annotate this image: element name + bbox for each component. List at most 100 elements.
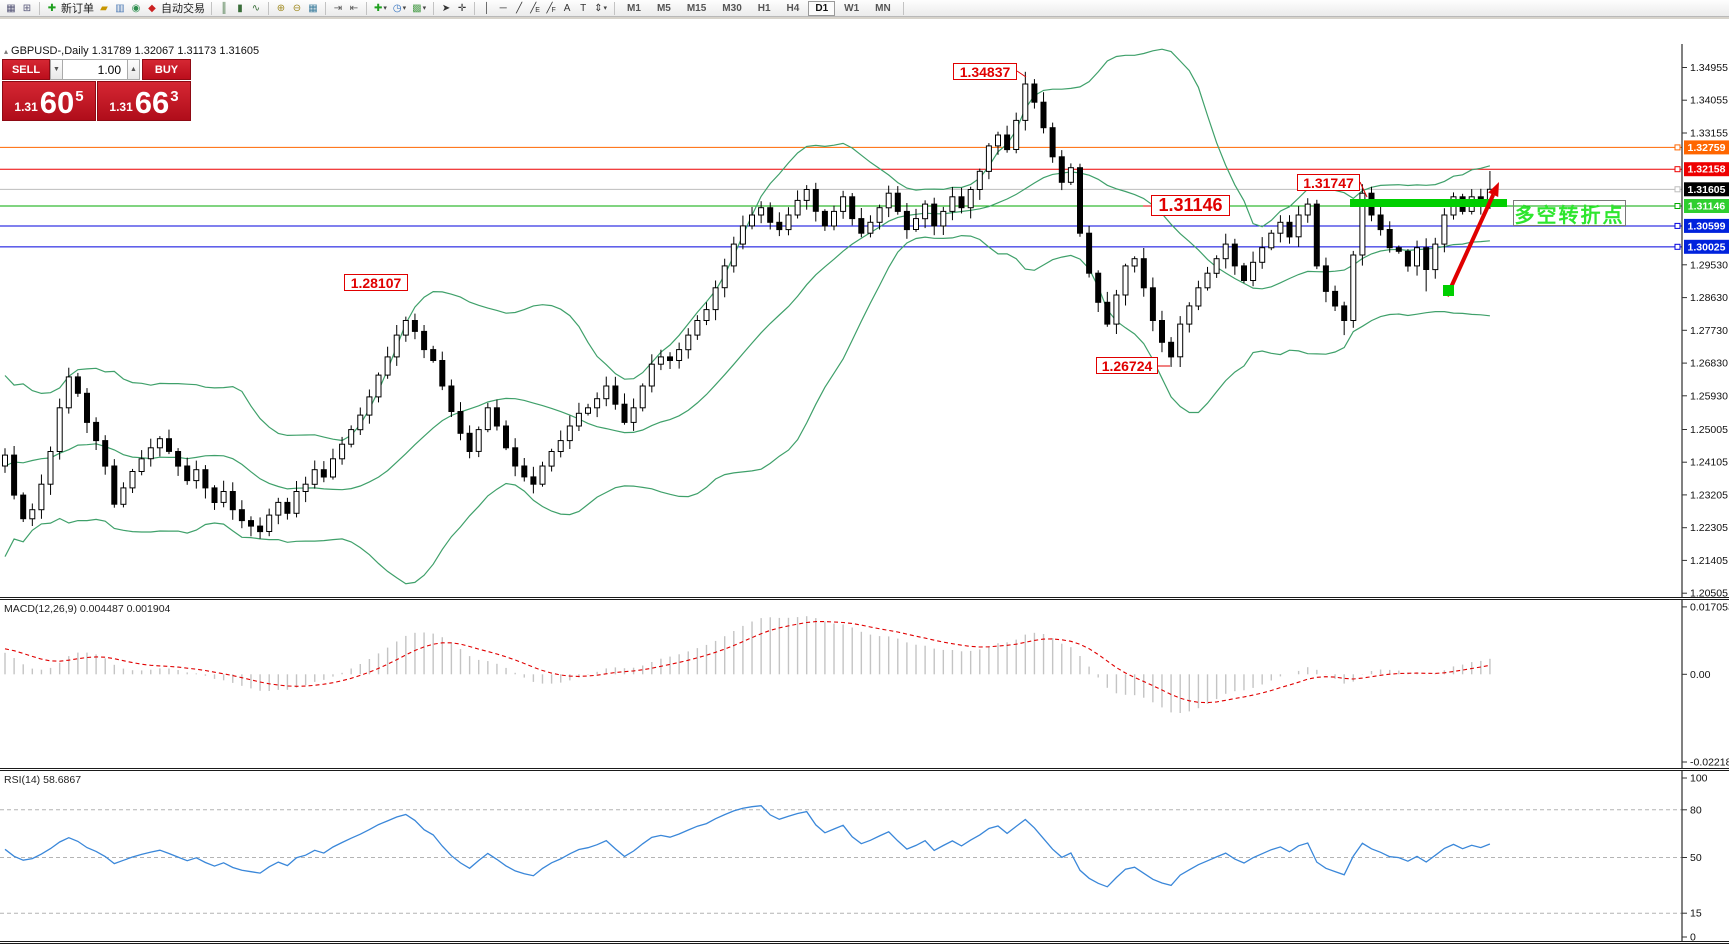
price-annotation[interactable]: 1.31146 [1151,195,1230,216]
timeframe-M30-button[interactable]: M30 [722,2,742,14]
cursor-icon[interactable]: ➤ [441,2,451,14]
svg-text:-0.022183: -0.022183 [1690,757,1729,769]
buy-price-box[interactable]: 1.31 66 3 [97,81,191,121]
sell-button[interactable]: SELL [2,59,50,80]
buy-button[interactable]: BUY [142,59,191,80]
svg-text:1.25930: 1.25930 [1690,390,1728,402]
ohlc-values: 1.31789 1.32067 1.31173 1.31605 [91,45,260,57]
svg-text:1.20505: 1.20505 [1690,588,1728,597]
new-order-icon-label: 新订单 [61,3,94,15]
text-icon[interactable]: A [563,2,571,14]
toolbar-separator [268,1,269,15]
zoom-in-icon[interactable]: ⊕ [276,2,286,14]
svg-text:80: 80 [1690,804,1702,816]
svg-text:0.017053: 0.017053 [1690,601,1729,613]
macd-pane-canvas[interactable]: 0.017053 0.00 -0.022183 [0,600,1729,768]
label-icon[interactable]: T [580,2,587,14]
svg-text:1.30599: 1.30599 [1688,220,1726,232]
chart-title: ▴ GBPUSD-,Daily 1.31789 1.32067 1.31173 1… [4,45,259,57]
svg-text:1.29530: 1.29530 [1690,259,1728,271]
svg-text:0.00: 0.00 [1690,669,1711,681]
toolbar-separator [433,1,435,15]
hline-icon[interactable]: ─ [499,2,507,14]
toolbar-separator [474,1,476,15]
svg-text:100: 100 [1690,773,1708,785]
svg-text:1.24105: 1.24105 [1690,457,1728,469]
toolbar-separator [366,1,367,15]
signals-icon[interactable]: ◉ [131,2,141,14]
sell-price-box[interactable]: 1.31 60 5 [2,81,96,121]
macd-indicator-label: MACD(12,26,9) 0.004487 0.001904 [4,603,171,615]
svg-text:1.21405: 1.21405 [1690,555,1728,567]
candlestick-chart-icon[interactable]: ▮ [237,2,243,14]
channel-icon[interactable]: ╱ E [530,2,540,15]
price-annotation[interactable]: 1.34837 [953,63,1017,80]
svg-text:1.28630: 1.28630 [1690,292,1728,304]
volume-up-button[interactable]: ▲ [127,59,140,80]
timeframe-MN-button[interactable]: MN [875,2,891,14]
timeframe-M15-button[interactable]: M15 [686,2,707,14]
chart-window: ▴ GBPUSD-,Daily 1.31789 1.32067 1.31173 1… [0,17,1729,944]
zoom-out-icon[interactable]: ⊖ [292,2,302,14]
autotrading-icon[interactable]: ◆ [148,2,156,14]
toolbar-separator [325,1,326,15]
timeframe-H1-button[interactable]: H1 [757,2,771,14]
autotrading-icon-label: 自动交易 [161,3,205,15]
svg-text:1.23205: 1.23205 [1690,489,1728,501]
price-annotation[interactable]: 1.26724 [1096,357,1158,374]
community-icon[interactable]: ▥ [115,2,125,14]
rsi-pane-canvas[interactable]: 100 80 50 15 0 [0,771,1729,941]
chart-mini-icon: ▴ [4,47,9,56]
toolbar-separator [39,1,40,15]
note-text-object[interactable]: 多空转折点 [1513,200,1626,227]
shapes-icon[interactable]: ⇕ ▾ [594,2,608,14]
templates-icon[interactable]: ▩ ▾ [412,2,427,14]
tile-windows-icon[interactable]: ▦ [308,2,318,14]
bar-chart-icon[interactable]: ║ [220,2,228,14]
indicators-icon[interactable]: ✚ ▾ [374,2,387,14]
toolbar-separator [614,1,616,15]
volume-input[interactable] [63,59,127,80]
volume-down-button[interactable]: ▼ [50,59,63,80]
price-annotation[interactable]: 1.31747 [1297,174,1360,191]
toolbar-separator [902,1,904,15]
market-watch-icon[interactable]: ⊞ [22,2,32,14]
trendline-icon[interactable]: ╱ [516,2,523,14]
svg-text:1.34055: 1.34055 [1690,95,1728,107]
svg-text:1.34955: 1.34955 [1690,62,1728,74]
timeframe-M1-button[interactable]: M1 [627,2,641,14]
pane-separator[interactable] [0,768,1729,771]
new-order-icon[interactable]: ✚ [47,2,57,14]
chart-shift-icon[interactable]: ⇤ [349,2,359,14]
toolbar-separator [211,1,212,15]
svg-text:1.25005: 1.25005 [1690,424,1728,436]
timeframe-H4-button[interactable]: H4 [786,2,800,14]
auto-scroll-icon[interactable]: ⇥ [333,2,343,14]
timeframe-D1-button[interactable]: D1 [808,0,836,16]
vline-icon[interactable]: │ [484,2,491,14]
line-chart-icon[interactable]: ∿ [251,2,261,14]
svg-text:1.30025: 1.30025 [1688,241,1726,253]
svg-text:0: 0 [1690,932,1696,942]
price-annotation[interactable]: 1.28107 [344,274,408,291]
svg-text:1.26830: 1.26830 [1690,358,1728,370]
svg-text:1.33155: 1.33155 [1690,128,1728,140]
rsi-indicator-label: RSI(14) 58.6867 [4,774,82,786]
pane-separator[interactable] [0,597,1729,600]
svg-text:50: 50 [1690,852,1702,864]
fibonacci-icon[interactable]: ╱ F [546,2,556,15]
symbol-period-label: GBPUSD-,Daily [11,45,89,57]
metals-icon[interactable]: ▰ [100,2,108,14]
svg-text:1.27730: 1.27730 [1690,325,1728,337]
main-chart-canvas[interactable]: 1.34955 1.34055 1.33155 1.29530 1.28630 1.277… [0,44,1729,597]
timeframe-M5-button[interactable]: M5 [656,2,671,14]
periods-icon[interactable]: ◷ ▾ [392,2,407,14]
toolbar: ▦ ⊞ ✚ 新订单 ▰ ▥ ◉ ◆ 自动交易 ║ ▮ ∿ ⊕ ⊖ ▦ ⇥ ⇤ ✚ ▾ ◷ ▾ ▩ ▾ ➤ ✛ │ ─ ╱ ╱ E ╱ F A T ⇕… [0,0,1729,17]
charts-window-icon[interactable]: ▦ [6,2,16,14]
timeframe-W1-button[interactable]: W1 [844,2,860,14]
crosshair-icon[interactable]: ✛ [457,2,467,14]
svg-text:15: 15 [1690,908,1702,920]
svg-text:1.32158: 1.32158 [1688,164,1726,176]
